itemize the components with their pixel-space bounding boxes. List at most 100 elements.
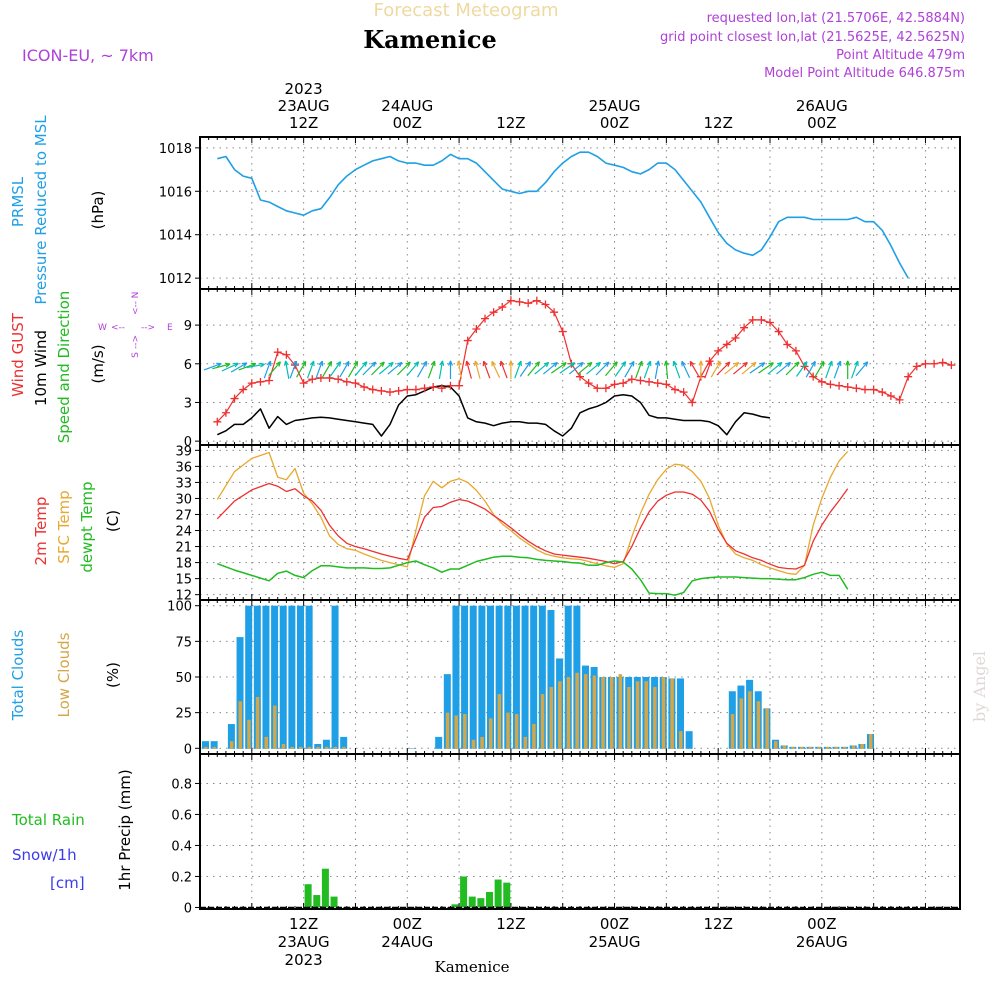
wind-direction-arrowhead xyxy=(370,361,377,367)
rain-bar xyxy=(460,876,468,908)
low-cloud-bar xyxy=(229,741,234,749)
wind-direction-arrow xyxy=(387,361,403,375)
wind-direction-arrowhead xyxy=(595,361,602,368)
low-cloud-bar xyxy=(661,677,666,749)
wind-direction-arrow xyxy=(378,361,394,375)
precip-panel: 0 0.2 0.4 0.6 0.8 xyxy=(171,753,961,916)
precip-label-snow-unit: [cm] xyxy=(50,874,85,892)
wind-gust-marker xyxy=(930,359,939,368)
wind-gust-marker xyxy=(826,380,835,389)
top-time-label: 2023 xyxy=(285,80,323,98)
wind-gust-marker xyxy=(515,297,524,306)
wind-label-unit: (m/s) xyxy=(89,344,107,383)
low-cloud-bar xyxy=(618,674,623,749)
wind-direction-arrowhead xyxy=(266,360,272,367)
wind-gust-marker xyxy=(783,340,792,349)
precip-label-rain: Total Rain xyxy=(11,811,85,829)
pressure-label-prmsl: PRMSL xyxy=(9,176,27,227)
cloud-label-unit: (%) xyxy=(104,662,122,688)
wind-direction-arrowhead xyxy=(845,360,851,366)
wind-direction-arrowhead xyxy=(362,361,368,367)
pressure-frame xyxy=(199,136,961,290)
wind-direction-arrow xyxy=(500,360,508,379)
total-cloud-bar xyxy=(322,739,330,749)
total-cloud-bar xyxy=(314,744,322,749)
wind-direction-arrow xyxy=(406,361,420,377)
wind-direction-arrowhead xyxy=(534,361,541,367)
wind-direction-arrowhead xyxy=(604,361,610,367)
total-cloud-bar xyxy=(331,605,339,749)
pressure-label-unit: (hPa) xyxy=(89,191,107,230)
wind-direction-arrowhead xyxy=(672,360,678,367)
wind-direction-arrow xyxy=(550,362,567,374)
wind-direction-arrowhead xyxy=(336,361,342,367)
bottom-time-label: 26AUG xyxy=(796,933,848,951)
wind-direction-arrow xyxy=(491,361,501,379)
wind-gust-marker xyxy=(506,296,515,305)
total-cloud-bar xyxy=(495,605,503,749)
wind-direction-arrow xyxy=(767,361,783,375)
wind-gust-marker xyxy=(247,379,256,388)
y-tick-label: 18 xyxy=(175,557,192,572)
low-cloud-bar xyxy=(851,745,856,749)
top-time-label: 12Z xyxy=(289,114,318,132)
chart-title: Kamenice xyxy=(363,25,497,54)
low-cloud-bar xyxy=(739,698,743,749)
wind-direction-arrow xyxy=(568,361,584,375)
pressure-label-msl: Pressure Reduced to MSL xyxy=(32,115,50,305)
wind-direction-arrowhead xyxy=(379,361,385,367)
bottom-time-label: 24AUG xyxy=(381,933,433,951)
wind-gust-marker xyxy=(213,417,222,426)
wind-gust-marker xyxy=(774,327,783,336)
wind-label-10m: 10m Wind xyxy=(32,330,50,406)
precip-label-snow: Snow/1h xyxy=(12,846,77,864)
wind-gust-marker xyxy=(316,373,325,382)
wind-gust-marker xyxy=(679,388,688,397)
wind-gust-marker xyxy=(429,382,438,391)
total-cloud-bar xyxy=(521,605,529,749)
rain-bar xyxy=(468,896,476,908)
total-cloud-bar xyxy=(245,605,253,749)
total-cloud-bar xyxy=(443,674,451,749)
wind-direction-arrow xyxy=(238,363,257,371)
wind-direction-arrowhead xyxy=(439,360,445,366)
rain-bar xyxy=(451,904,459,908)
wind-direction-arrowhead xyxy=(318,360,324,367)
wind-direction-arrow xyxy=(595,361,610,376)
low-cloud-bar xyxy=(238,701,243,749)
wind-gust-marker xyxy=(671,385,679,394)
bottom-time-label: 23AUG xyxy=(278,933,330,951)
wind-direction-arrow xyxy=(457,360,463,380)
y-tick-label: 30 xyxy=(175,492,192,507)
low-cloud-bar xyxy=(532,724,536,749)
total-cloud-bar xyxy=(512,605,520,749)
wind-gust-marker xyxy=(904,372,913,381)
wind-gust-marker xyxy=(308,375,317,384)
wind-gust-marker xyxy=(662,380,671,389)
total-cloud-bar xyxy=(253,605,261,749)
low-cloud-bar xyxy=(480,736,484,749)
wind-gust-marker xyxy=(912,362,921,371)
wind-10m-line xyxy=(216,384,771,437)
wind-direction-arrow xyxy=(296,361,307,378)
rain-bar xyxy=(321,868,329,908)
wind-direction-arrow xyxy=(643,360,652,379)
wind-gust-marker xyxy=(861,385,869,394)
wind-direction-arrow xyxy=(805,361,816,378)
info-grid-point: grid point closest lon,lat (21.5625E, 42… xyxy=(660,30,965,45)
precip-label-unit: 1hr Precip (mm) xyxy=(116,769,134,890)
rain-bar xyxy=(330,896,338,908)
wind-gust-marker xyxy=(576,372,584,381)
wind-gust-marker xyxy=(748,315,757,324)
compass-s-label: S xyxy=(131,352,141,358)
wind-gust-marker xyxy=(766,318,774,327)
wind-gust-marker xyxy=(489,308,498,317)
low-cloud-bar xyxy=(679,731,683,749)
wind-gust-line xyxy=(216,300,952,423)
low-cloud-bar xyxy=(601,677,605,749)
wind-gust-marker xyxy=(221,408,230,417)
low-cloud-bar xyxy=(489,718,493,749)
y-tick-label: 1014 xyxy=(159,229,192,244)
wind-direction-arrowhead xyxy=(828,360,833,367)
